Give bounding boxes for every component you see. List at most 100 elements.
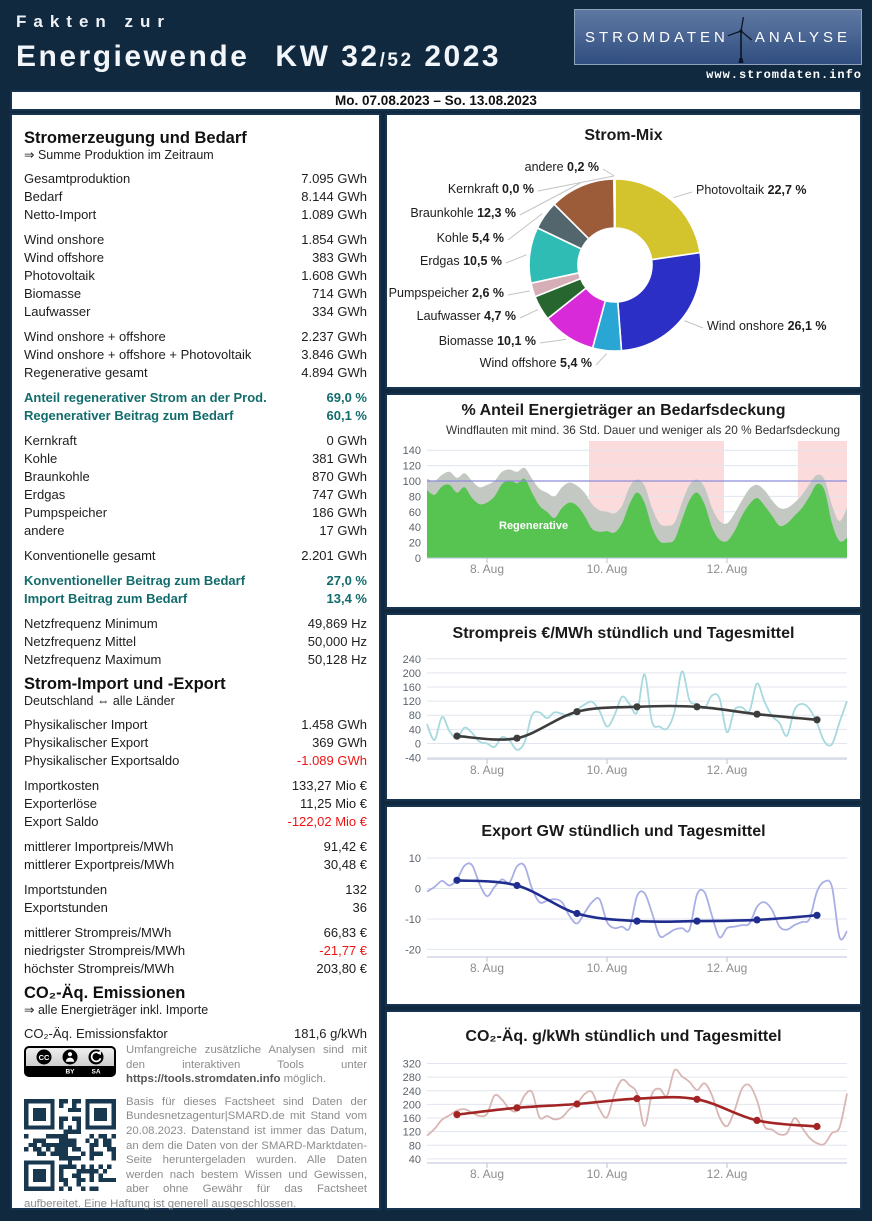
stat-value: 7.095 GWh [301,171,367,186]
stat-value: 132 [345,882,367,897]
stat-value: 30,48 € [323,857,367,872]
header: Fakten zur Energiewende KW 32/52 2023 STR… [0,0,872,88]
stat-row: Netzfrequenz Mittel 50,000 Hz [24,633,367,651]
chart-title: Export GW stündlich und Tagesmittel [481,823,766,840]
stat-row: Physikalischer Exportsaldo -1.089 GWh [24,752,367,770]
stat-row: Exporterlöse 11,25 Mio € [24,795,367,813]
stat-row: Physikalischer Import 1.458 GWh [24,716,367,734]
stat-value: 27,0 % [326,573,367,588]
svg-text:160: 160 [403,1113,421,1125]
stat-label: Braunkohle [24,469,90,484]
stat-label: Erdgas [24,487,66,502]
stat-row: CO₂-Äq. Emissionsfaktor 181,6 g/kWh [24,1025,367,1043]
donut-chart [505,168,704,366]
stat-row: Physikalischer Export 369 GWh [24,734,367,752]
stat-value: 2.201 GWh [301,548,367,563]
stat-value: 870 GWh [312,469,367,484]
legend-label: Windflauten mit mind. 36 Std. Dauer und … [446,423,841,437]
stat-row: Kernkraft 0 GWh [24,432,367,450]
stat-label: Photovoltaik [24,268,95,283]
stat-value: 4.894 GWh [301,365,367,380]
date-range: Mo. 07.08.2023 – So. 13.08.2023 [335,93,537,108]
stat-value: 203,80 € [316,961,367,976]
svg-text:-20: -20 [405,944,421,956]
stat-row: Wind onshore 1.854 GWh [24,231,367,249]
stat-label: CO₂-Äq. Emissionsfaktor [24,1026,168,1041]
stat-value: 69,0 % [326,390,367,405]
stat-value: 714 GWh [312,286,367,301]
stat-label: mittlerer Importpreis/MWh [24,839,174,854]
brand-right: ANALYSE [754,28,851,46]
title-block: Fakten zur Energiewende KW 32/52 2023 [16,0,501,88]
stat-label: Gesamtproduktion [24,171,131,186]
section-subheading: ⇒ Summe Produktion im Zeitraum [24,148,214,162]
svg-text:0: 0 [415,884,421,896]
svg-text:100: 100 [403,476,421,488]
stat-value: 17 GWh [319,523,367,538]
stat-value: 369 GWh [312,735,367,750]
svg-text:40: 40 [409,1154,421,1166]
stat-label: mittlerer Exportpreis/MWh [24,857,175,872]
stat-group: Konventionelle gesamt 2.201 GWh [24,547,367,565]
area-chart: 0 20 40 60 80 100 120 140 Regenerative 8. Aug 10. … [403,441,847,576]
stat-row: Export Saldo -122,02 Mio € [24,813,367,831]
cc-by-sa-license-icon: CC BY SA [24,1046,116,1077]
stat-value: -122,02 Mio € [287,814,368,829]
stat-label: Wind onshore + offshore + Photovoltaik [24,347,252,362]
section-subheading: Deutschland ⇔ alle Länder [24,694,175,708]
stat-group: Kernkraft 0 GWh Kohle 381 GWh Braunkohle 870 … [24,432,367,540]
stat-row: Pumpspeicher 186 GWh [24,504,367,522]
svg-text:20: 20 [409,538,421,550]
stat-label: Physikalischer Exportsaldo [24,753,180,768]
stat-row: Konventionelle gesamt 2.201 GWh [24,547,367,565]
svg-text:8. Aug: 8. Aug [470,763,504,777]
stat-value: 1.854 GWh [301,232,367,247]
stat-row: Wind onshore + offshore 2.237 GWh [24,328,367,346]
stat-group: Importstunden 132 Exportstunden 36 [24,881,367,917]
svg-text:10. Aug: 10. Aug [587,1167,628,1181]
svg-text:BY: BY [65,1069,75,1076]
donut-label: Kernkraft 0,0 % [447,182,534,196]
stat-label: Regenerativer Beitrag zum Bedarf [24,408,234,423]
stat-value: 91,42 € [323,839,367,854]
stat-value: 334 GWh [312,304,367,319]
stat-group: Netzfrequenz Minimum 49,869 Hz Netzfrequen… [24,615,367,669]
stat-group: mittlerer Strompreis/MWh 66,83 € niedrigst… [24,924,367,978]
stat-label: Exporterlöse [24,796,97,811]
donut-label: Wind onshore 26,1 % [707,319,827,333]
stat-row: Kohle 381 GWh [24,450,367,468]
svg-text:200: 200 [403,1099,421,1111]
donut-label: Biomasse 10,1 % [438,334,536,348]
svg-text:80: 80 [409,710,421,722]
line-chart: -20 -10 0 10 8. Aug 10. Aug 12. Aug [405,853,848,975]
svg-text:0: 0 [415,553,421,565]
svg-text:280: 280 [403,1072,421,1084]
stat-value: 49,869 Hz [307,616,367,631]
stat-label: Pumpspeicher [24,505,108,520]
section-heading: CO₂-Äq. Emissionen [24,984,186,1002]
section-heading: Stromerzeugung und Bedarf [24,129,247,147]
svg-text:200: 200 [403,668,421,680]
title-year: 2023 [424,40,502,73]
svg-text:12. Aug: 12. Aug [707,1167,748,1181]
chart-title: Strom-Mix [584,127,663,144]
stat-value: 381 GWh [312,451,367,466]
stat-label: niedrigster Strompreis/MWh [24,943,186,958]
svg-text:0: 0 [415,738,421,750]
stat-label: Konventioneller Beitrag zum Bedarf [24,573,246,588]
stat-row: Bedarf 8.144 GWh [24,188,367,206]
svg-text:8. Aug: 8. Aug [470,961,504,975]
tools-link[interactable]: https://tools.stromdaten.info [126,1073,281,1086]
stat-label: Netzfrequenz Maximum [24,652,162,667]
stromdaten-logo: STROMDATEN ANALYSE www.stromdaten.info [574,0,862,88]
stat-label: mittlerer Strompreis/MWh [24,925,172,940]
export-chart: Export GW stündlich und Tagesmittel -20-… [385,805,862,1006]
stat-row: mittlerer Importpreis/MWh 91,42 € [24,838,367,856]
stat-row: Anteil regenerativer Strom an der Prod. 6… [24,389,367,407]
svg-text:10. Aug: 10. Aug [587,961,628,975]
stat-row: höchster Strompreis/MWh 203,80 € [24,960,367,978]
content: Stromerzeugung und Bedarf ⇒ Summe Produkt… [10,113,862,1210]
stat-row: Importstunden 132 [24,881,367,899]
svg-text:SA: SA [91,1069,100,1076]
stat-label: Kernkraft [24,433,77,448]
